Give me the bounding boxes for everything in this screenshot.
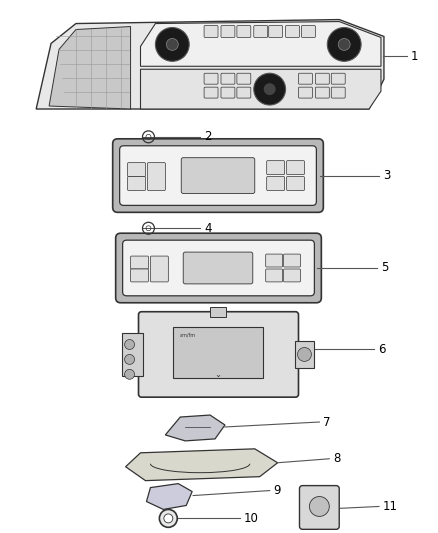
Text: 11: 11 (383, 500, 398, 513)
FancyBboxPatch shape (183, 252, 253, 284)
FancyBboxPatch shape (300, 486, 339, 529)
Circle shape (338, 38, 350, 51)
Circle shape (327, 28, 361, 61)
FancyBboxPatch shape (221, 26, 235, 37)
Text: 1: 1 (411, 50, 418, 63)
FancyBboxPatch shape (237, 26, 251, 37)
FancyBboxPatch shape (286, 26, 300, 37)
Bar (173, 327, 263, 378)
FancyBboxPatch shape (237, 87, 251, 98)
Text: 9: 9 (274, 484, 281, 497)
FancyBboxPatch shape (283, 269, 300, 282)
FancyBboxPatch shape (266, 254, 283, 267)
FancyBboxPatch shape (221, 73, 235, 84)
FancyBboxPatch shape (204, 73, 218, 84)
Circle shape (264, 83, 276, 95)
Polygon shape (126, 449, 278, 481)
Circle shape (309, 497, 329, 516)
Circle shape (164, 514, 173, 523)
FancyBboxPatch shape (116, 233, 321, 303)
FancyBboxPatch shape (268, 26, 283, 37)
FancyBboxPatch shape (120, 146, 316, 205)
Text: ⌄: ⌄ (215, 370, 222, 379)
Text: 2: 2 (204, 131, 212, 143)
FancyBboxPatch shape (301, 26, 315, 37)
Circle shape (254, 73, 286, 105)
FancyBboxPatch shape (221, 87, 235, 98)
FancyBboxPatch shape (267, 176, 285, 190)
Text: 6: 6 (378, 343, 385, 356)
Circle shape (166, 38, 178, 51)
FancyBboxPatch shape (266, 269, 283, 282)
FancyBboxPatch shape (283, 254, 300, 267)
FancyBboxPatch shape (298, 73, 312, 84)
Text: 8: 8 (333, 453, 341, 465)
FancyBboxPatch shape (315, 73, 329, 84)
FancyBboxPatch shape (254, 26, 268, 37)
Polygon shape (141, 69, 381, 109)
FancyBboxPatch shape (315, 87, 329, 98)
Circle shape (124, 340, 134, 350)
Polygon shape (141, 21, 381, 66)
FancyBboxPatch shape (127, 176, 145, 190)
FancyBboxPatch shape (237, 73, 251, 84)
Polygon shape (165, 415, 225, 441)
Polygon shape (49, 27, 131, 109)
FancyBboxPatch shape (331, 73, 345, 84)
FancyBboxPatch shape (204, 26, 218, 37)
Circle shape (124, 369, 134, 379)
FancyBboxPatch shape (127, 163, 145, 176)
Bar (122, 333, 144, 376)
FancyBboxPatch shape (204, 87, 218, 98)
Text: 7: 7 (323, 416, 331, 429)
FancyBboxPatch shape (131, 269, 148, 282)
FancyBboxPatch shape (113, 139, 323, 212)
Text: 4: 4 (204, 222, 212, 235)
Text: 10: 10 (244, 512, 259, 525)
FancyBboxPatch shape (150, 256, 168, 282)
FancyBboxPatch shape (181, 158, 255, 193)
Circle shape (297, 348, 311, 361)
Text: 5: 5 (381, 262, 389, 274)
Circle shape (155, 28, 189, 61)
FancyBboxPatch shape (123, 240, 314, 296)
FancyBboxPatch shape (286, 176, 304, 190)
Polygon shape (146, 483, 192, 510)
Bar (210, 307, 226, 317)
Circle shape (159, 510, 177, 527)
Polygon shape (36, 20, 384, 109)
FancyBboxPatch shape (138, 312, 298, 397)
FancyBboxPatch shape (267, 160, 285, 175)
Text: am/fm: am/fm (180, 333, 196, 337)
FancyBboxPatch shape (298, 87, 312, 98)
Bar (294, 341, 314, 368)
FancyBboxPatch shape (148, 163, 165, 190)
Circle shape (124, 354, 134, 365)
Text: 3: 3 (383, 169, 390, 182)
FancyBboxPatch shape (331, 87, 345, 98)
FancyBboxPatch shape (131, 256, 148, 269)
FancyBboxPatch shape (286, 160, 304, 175)
